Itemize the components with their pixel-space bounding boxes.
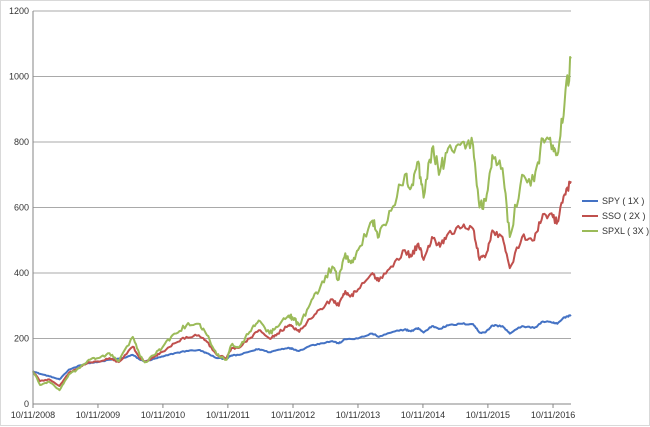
y-tick-label: 800 <box>14 137 29 147</box>
x-tick-label: 10/11/2009 <box>76 410 120 420</box>
x-tick-label: 10/11/2012 <box>271 410 315 420</box>
series-line <box>32 180 572 387</box>
x-tick-label: 10/11/2011 <box>206 410 250 420</box>
x-tick-label: 10/11/2008 <box>11 410 55 420</box>
x-tick-label: 10/11/2013 <box>336 410 380 420</box>
y-tick-label: 200 <box>14 334 29 344</box>
series-line <box>32 314 572 381</box>
series-line <box>32 56 572 392</box>
y-tick-label: 600 <box>14 203 29 213</box>
x-axis: 10/11/2008 10/11/2009 10/11/2010 10/11/2011… <box>11 404 575 420</box>
legend-label: SSO ( 2X ) <box>602 211 646 221</box>
y-tick-label: 1000 <box>9 72 29 82</box>
x-tick-label: 10/11/2016 <box>531 410 575 420</box>
x-tick-label: 10/11/2014 <box>401 410 445 420</box>
legend-label: SPXL ( 3X ) <box>602 226 649 236</box>
series-lines <box>32 56 572 392</box>
x-tick-label: 10/11/2010 <box>141 410 185 420</box>
y-tick-label: 400 <box>14 268 29 278</box>
y-axis: 0 200 400 600 800 1000 1200 <box>9 6 34 409</box>
legend-label: SPY ( 1X ) <box>602 196 644 206</box>
y-tick-label: 1200 <box>9 6 29 16</box>
gridlines <box>33 10 571 405</box>
x-tick-label: 10/11/2015 <box>466 410 510 420</box>
y-tick-label: 0 <box>24 399 29 409</box>
legend: SPY ( 1X ) SSO ( 2X ) SPXL ( 3X ) <box>582 196 649 236</box>
